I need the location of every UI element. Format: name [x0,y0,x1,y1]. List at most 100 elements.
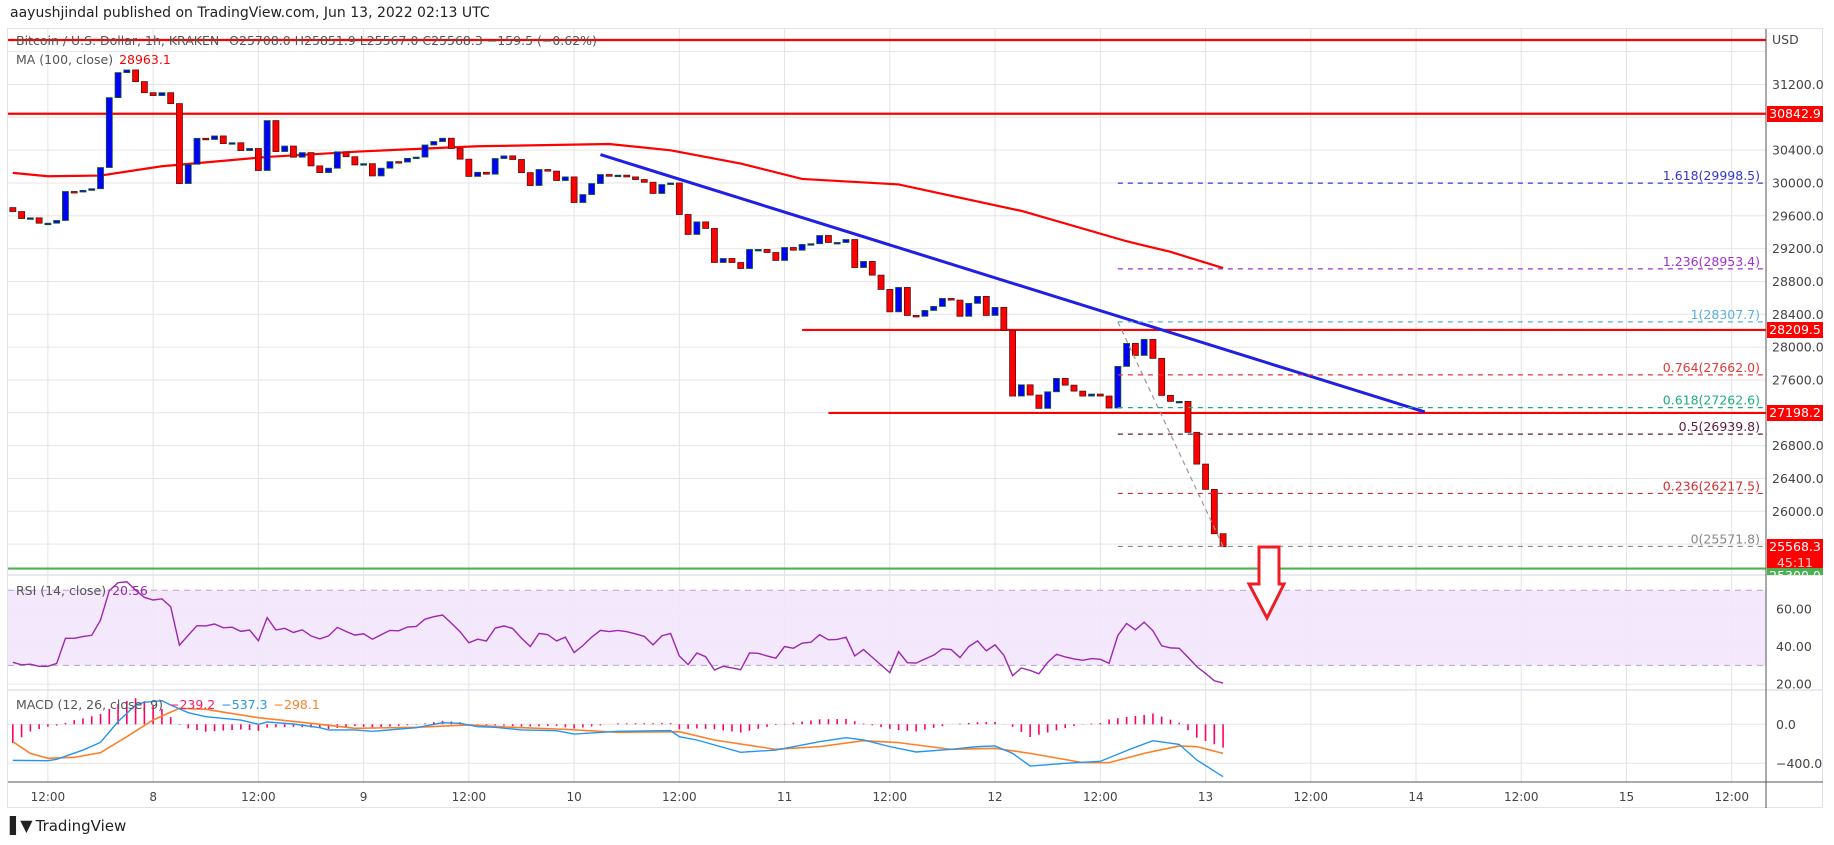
candle [632,176,639,180]
time-tick-label: 8 [149,790,157,804]
price-tag-value: 28209.5 [1769,321,1821,337]
rsi-tick-label: 20.00 [1776,677,1812,692]
candle [711,228,718,263]
macd-label: MACD (12, 26, close, 9) [16,697,163,712]
candle [1175,400,1183,404]
candle [544,169,552,172]
candle [140,81,148,94]
macd-plot [12,698,1224,778]
candle [675,182,683,215]
time-tick-label: 12:00 [873,790,908,804]
time-tick-label: 12:00 [1714,790,1749,804]
candle [509,155,517,160]
candle [404,157,411,163]
candle [500,155,508,159]
candle [597,174,604,184]
candle [18,211,25,219]
publish-info: aayushjindal published on TradingView.co… [10,5,490,21]
candle [1202,463,1209,490]
macd-value: −537.3 [221,697,268,712]
macd-hist-value: −239.2 [169,697,216,712]
candle [167,92,175,105]
candle [851,239,859,268]
candle [123,69,131,73]
drawings [1246,545,1287,622]
candle [518,159,525,174]
rsi-legend[interactable]: RSI (14, close) 20.56 [16,583,154,598]
ma100-line [12,142,1224,270]
candle [816,235,824,245]
grid [8,29,1766,782]
fib-level-label: 0.618(27262.6) [1663,393,1760,408]
symbol-legend[interactable]: Bitcoin / U.S. Dollar, 1h, KRAKEN O25708… [16,33,603,48]
candle [1000,307,1008,331]
macd-legend[interactable]: MACD (12, 26, close, 9) −239.2 −537.3 −298.… [16,697,326,712]
candle [281,145,289,152]
price-tick-label: 26400.0 [1772,471,1824,486]
candle [947,298,955,301]
candle [623,174,631,178]
candle [965,302,973,317]
candle [1009,329,1016,397]
candle [316,165,324,173]
candle [570,176,578,203]
candle [1158,357,1166,396]
candle [491,158,499,175]
time-tick-label: 12 [987,790,1002,804]
candle [877,274,885,290]
candle [886,289,894,313]
candle [386,161,394,169]
candle [1219,533,1227,548]
candle [333,151,341,169]
candle [939,298,946,307]
candle [903,287,911,316]
candle [658,184,666,194]
price-tick-label: 30400.0 [1772,143,1824,158]
time-tick-label: 12:00 [31,790,66,804]
rsi-plot [12,581,1224,684]
fib-level-label: 1.236(28953.4) [1663,254,1760,269]
time-tick-label: 10 [566,790,581,804]
candle [991,307,999,316]
candle [781,247,788,261]
time-tick-label: 15 [1619,790,1634,804]
rsi-band [8,590,1766,666]
symbol-name: Bitcoin / U.S. Dollar, 1h, KRAKEN [16,33,220,48]
ohlc-values: O25708.0 H25851.9 L25567.0 C25568.3 −159… [229,33,597,48]
candle [228,142,236,145]
fib-level-label: 0.764(27662.0) [1663,360,1760,375]
candle [1167,394,1174,402]
candle [114,72,122,99]
candle [833,242,841,245]
time-tick-label: 12:00 [241,790,276,804]
time-tick-label: 12:00 [1083,790,1118,804]
price-tag: 25300.0 [1767,567,1823,575]
candle [921,310,929,317]
candle [1140,339,1148,356]
candle [158,92,166,96]
candle [412,156,420,160]
candle [211,135,218,140]
candle [35,217,43,224]
candle [1088,393,1095,397]
candle [930,306,938,311]
candle [535,169,543,186]
candle [377,167,385,177]
candle [1123,343,1131,367]
candle [702,221,710,229]
fib-level-label: 1(28307.7) [1691,307,1760,322]
rsi-tick-label: 60.00 [1776,602,1812,617]
candle [1149,339,1157,359]
candle [474,171,482,177]
tradingview-logo[interactable]: ▌▼ TradingView [10,816,126,835]
ma-legend[interactable]: MA (100, close) 28963.1 [16,52,177,67]
macd-line [12,699,1224,778]
time-tick-label: 9 [360,790,368,804]
candle [1053,378,1060,393]
price-pane: 1.618(29998.5) 1.236(28953.4) 1(28307.7) 0.… [8,38,1766,570]
candle [368,163,376,177]
candle [237,142,245,151]
candle [526,172,534,186]
brand-name: TradingView [35,816,127,835]
